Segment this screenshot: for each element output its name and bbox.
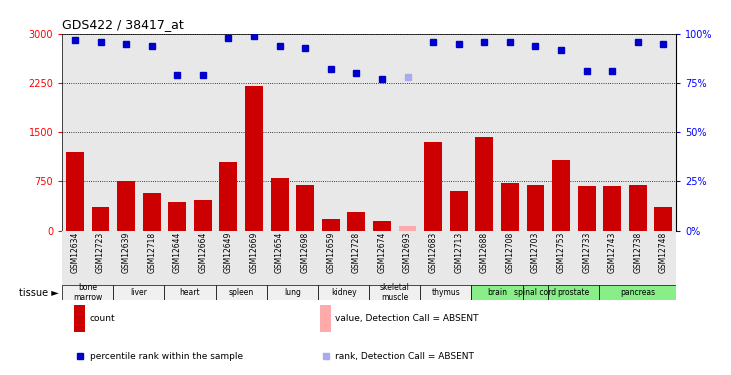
Text: GSM12733: GSM12733 xyxy=(582,232,591,273)
Bar xyxy=(420,285,471,300)
Text: tissue ►: tissue ► xyxy=(19,288,58,297)
Text: GSM12728: GSM12728 xyxy=(352,232,361,273)
Text: skeletal
muscle: skeletal muscle xyxy=(380,283,409,302)
Text: GDS422 / 38417_at: GDS422 / 38417_at xyxy=(62,18,184,31)
Text: count: count xyxy=(90,314,115,323)
Bar xyxy=(398,226,417,231)
Bar xyxy=(66,152,84,231)
Bar xyxy=(143,193,161,231)
Bar xyxy=(296,185,314,231)
Bar xyxy=(219,162,238,231)
Bar xyxy=(318,285,369,300)
Bar xyxy=(475,137,493,231)
Text: heart: heart xyxy=(180,288,200,297)
Bar xyxy=(322,219,340,231)
Text: thymus: thymus xyxy=(431,288,461,297)
Text: pancreas: pancreas xyxy=(620,288,656,297)
Bar xyxy=(347,212,366,231)
Text: value, Detection Call = ABSENT: value, Detection Call = ABSENT xyxy=(336,314,479,323)
Text: GSM12674: GSM12674 xyxy=(377,232,387,273)
Text: GSM12718: GSM12718 xyxy=(147,232,156,273)
Bar xyxy=(577,186,596,231)
Bar xyxy=(270,178,289,231)
Bar xyxy=(424,142,442,231)
Text: lung: lung xyxy=(284,288,301,297)
Bar xyxy=(654,207,673,231)
Bar xyxy=(62,231,676,285)
Text: GSM12664: GSM12664 xyxy=(198,232,208,273)
Bar xyxy=(599,285,676,300)
Text: GSM12683: GSM12683 xyxy=(428,232,438,273)
Text: rank, Detection Call = ABSENT: rank, Detection Call = ABSENT xyxy=(336,352,474,361)
Bar xyxy=(320,305,331,332)
Text: GSM12703: GSM12703 xyxy=(531,232,540,273)
Bar xyxy=(369,285,420,300)
Text: GSM12688: GSM12688 xyxy=(480,232,489,273)
Bar xyxy=(267,285,318,300)
Bar xyxy=(501,183,519,231)
Bar xyxy=(113,285,164,300)
Text: liver: liver xyxy=(130,288,148,297)
Bar xyxy=(75,305,86,332)
Bar xyxy=(216,285,267,300)
Text: spleen: spleen xyxy=(229,288,254,297)
Text: brain: brain xyxy=(487,288,507,297)
Text: prostate: prostate xyxy=(558,288,590,297)
Bar xyxy=(471,285,523,300)
Text: GSM12738: GSM12738 xyxy=(633,232,643,273)
Bar xyxy=(62,285,113,300)
Bar xyxy=(450,191,468,231)
Text: GSM12693: GSM12693 xyxy=(403,232,412,273)
Text: percentile rank within the sample: percentile rank within the sample xyxy=(90,352,243,361)
Bar xyxy=(548,285,599,300)
Bar xyxy=(552,160,570,231)
Text: GSM12753: GSM12753 xyxy=(556,232,566,273)
Text: GSM12649: GSM12649 xyxy=(224,232,233,273)
Bar xyxy=(629,185,647,231)
Text: GSM12698: GSM12698 xyxy=(300,232,310,273)
Text: GSM12743: GSM12743 xyxy=(607,232,617,273)
Text: GSM12634: GSM12634 xyxy=(70,232,80,273)
Text: spinal cord: spinal cord xyxy=(515,288,556,297)
Bar xyxy=(523,285,548,300)
Text: GSM12723: GSM12723 xyxy=(96,232,105,273)
Text: GSM12654: GSM12654 xyxy=(275,232,284,273)
Bar xyxy=(373,221,391,231)
Bar xyxy=(194,200,212,231)
Text: GSM12669: GSM12669 xyxy=(249,232,259,273)
Bar xyxy=(117,182,135,231)
Bar xyxy=(245,86,263,231)
Text: GSM12713: GSM12713 xyxy=(454,232,463,273)
Bar xyxy=(91,207,110,231)
Text: GSM12659: GSM12659 xyxy=(326,232,336,273)
Text: GSM12639: GSM12639 xyxy=(121,232,131,273)
Bar xyxy=(603,186,621,231)
Bar xyxy=(526,185,545,231)
Text: GSM12708: GSM12708 xyxy=(505,232,515,273)
Text: bone
marrow: bone marrow xyxy=(73,283,102,302)
Bar xyxy=(164,285,216,300)
Text: GSM12644: GSM12644 xyxy=(173,232,182,273)
Text: GSM12748: GSM12748 xyxy=(659,232,668,273)
Text: kidney: kidney xyxy=(330,288,357,297)
Bar xyxy=(168,202,186,231)
